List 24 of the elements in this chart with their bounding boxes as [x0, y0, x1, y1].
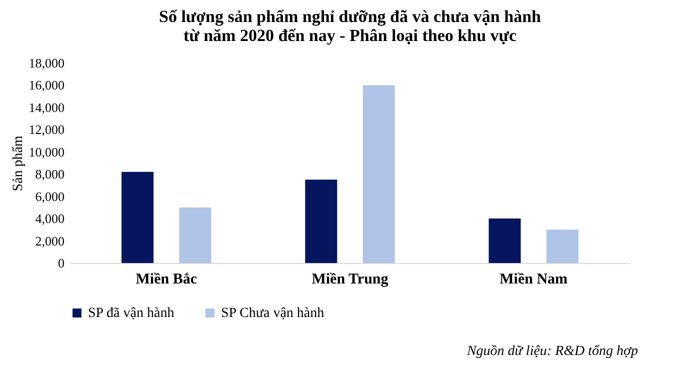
bar [362, 85, 395, 263]
y-tick-label: 8,000 [35, 166, 64, 182]
bar [179, 207, 212, 263]
y-tick-label: 4,000 [35, 211, 64, 226]
y-tick-label: 6,000 [35, 188, 64, 204]
legend-label: SP Chưa vận hành [221, 306, 324, 321]
x-tick-label: Miền Nam [500, 272, 568, 288]
x-tick-label: Miền Trung [312, 272, 389, 288]
y-tick-label: 12,000 [28, 122, 64, 138]
bar [122, 172, 154, 263]
legend-label: SP đã vận hành [88, 306, 174, 321]
y-tick-label: 16,000 [28, 78, 64, 93]
y-tick-label: 10,000 [28, 144, 64, 160]
y-tick-label: 0 [58, 256, 64, 270]
chart-title: Số lượng sản phẩm nghỉ dưỡng đã và chưa vận hành từ năm 2020 đến nay - Phân loại theo khu vực [158, 7, 542, 45]
y-tick-label: 18,000 [28, 56, 64, 70]
text: Nguồn dữ liệu: R&D tổng hợp [466, 344, 638, 360]
bar [488, 218, 521, 263]
bar [305, 180, 338, 263]
x-tick-label: Miền Bắc [136, 272, 198, 288]
y-tick-label: 2,000 [35, 233, 64, 248]
bar [546, 230, 578, 263]
y-tick-label: 14,000 [28, 100, 64, 115]
y-axis-title: Sản phẩm [10, 136, 26, 192]
